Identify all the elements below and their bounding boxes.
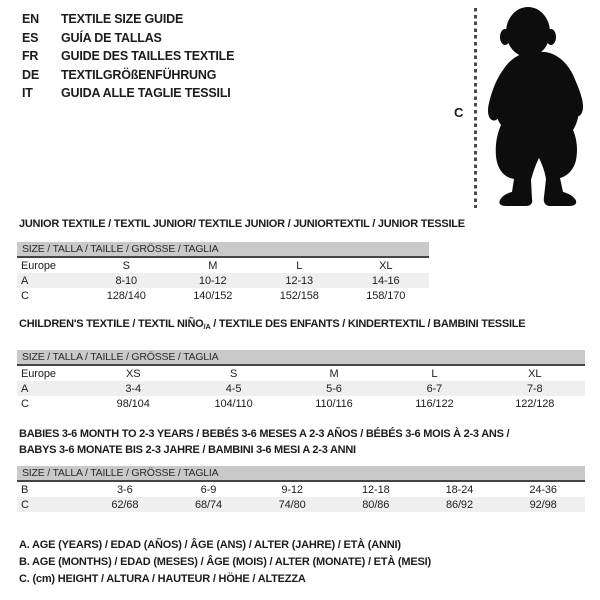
size-cell: 68/74: [194, 498, 222, 511]
size-cell: 14-16: [371, 274, 400, 287]
heading-part: / TEXTILE DES ENFANTS / KINDERTEXTIL / B…: [210, 318, 526, 330]
size-table: Europe XS S M L XL A 3-4 4-5 5-6 6-7 7-8 C 98/104 104/…: [17, 366, 585, 411]
language-row: FR GUIDE DES TAILLES TEXTILE: [22, 47, 234, 66]
row-label: C: [21, 498, 29, 511]
size-cell: XS: [125, 367, 141, 380]
language-title: GUÍA DE TALLAS: [61, 30, 162, 45]
size-cell: 74/80: [278, 498, 306, 511]
table-row: A 8-10 10-12 12-13 14-16: [17, 273, 429, 288]
size-cell: 5-6: [326, 382, 342, 395]
size-cell: L: [431, 367, 438, 380]
size-header-bar: SIZE / TALLA / TAILLE / GRÖSSE / TAGLIA: [17, 466, 585, 482]
section-heading: JUNIOR TEXTILE / TEXTIL JUNIOR/ TEXTILE …: [19, 218, 465, 230]
language-code: FR: [22, 49, 39, 63]
size-cell: M: [208, 259, 218, 272]
size-cell: 62/68: [111, 498, 139, 511]
language-code: EN: [22, 12, 39, 26]
size-cell: 9-12: [281, 483, 303, 496]
size-cell: 7-8: [526, 382, 543, 395]
size-table: B 3-6 6-9 9-12 12-18 18-24 24-36 C 62/68 68/74 74/…: [17, 482, 585, 512]
size-cell: 116/122: [415, 397, 454, 410]
size-cell: 10-12: [198, 274, 227, 287]
size-cell: L: [296, 259, 303, 272]
row-label: B: [21, 483, 29, 496]
row-label: A: [21, 274, 29, 287]
size-header-bar: SIZE / TALLA / TAILLE / GRÖSSE / TAGLIA: [17, 350, 585, 366]
heading-part: CHILDREN'S TEXTILE / TEXTIL NIÑO: [19, 318, 204, 330]
legend-note-b: B. AGE (MONTHS) / EDAD (MESES) / ÂGE (MO…: [19, 556, 431, 568]
size-cell: 12-13: [285, 274, 314, 287]
size-cell: 3-6: [117, 483, 133, 496]
row-label: Europe: [21, 259, 56, 272]
size-cell: M: [329, 367, 339, 380]
table-row: C 128/140 140/152 152/158 158/170: [17, 288, 429, 303]
legend-notes: A. AGE (YEARS) / EDAD (AÑOS) / ÂGE (ANS)…: [19, 537, 431, 588]
height-measure-dashed-line: [474, 8, 477, 208]
baby-silhouette: [488, 7, 583, 206]
size-cell: 80/86: [362, 498, 390, 511]
size-cell: 158/170: [366, 289, 406, 302]
legend-note-a: A. AGE (YEARS) / EDAD (AÑOS) / ÂGE (ANS)…: [19, 539, 401, 551]
legend-note-c: C. (cm) HEIGHT / ALTURA / HAUTEUR / HÖHE…: [19, 573, 306, 585]
size-cell: 104/110: [214, 397, 253, 410]
heading-line: BABYS 3-6 MONATE BIS 2-3 JAHRE / BAMBINI…: [19, 444, 356, 456]
size-table: Europe S M L XL A 8-10 10-12 12-13 14-16 C 128/140 1…: [17, 258, 429, 303]
size-cell: XL: [379, 259, 393, 272]
section-heading: CHILDREN'S TEXTILE / TEXTIL NIÑO/A / TEX…: [19, 316, 585, 335]
language-row: IT GUIDA ALLE TAGLIE TESSILI: [22, 84, 234, 103]
language-title: GUIDE DES TAILLES TEXTILE: [61, 49, 235, 63]
row-label: C: [21, 397, 29, 410]
row-label: A: [21, 382, 29, 395]
language-code: DE: [22, 67, 39, 82]
size-cell: 4-5: [225, 382, 242, 395]
section-junior-textile: JUNIOR TEXTILE / TEXTIL JUNIOR/ TEXTILE …: [17, 216, 465, 303]
heading-subscript: /A: [203, 322, 211, 331]
row-label: Europe: [21, 367, 56, 380]
size-cell: 24-36: [529, 483, 557, 496]
size-cell: 18-24: [445, 483, 474, 496]
size-cell: 110/116: [315, 397, 353, 410]
size-cell: 140/152: [193, 289, 233, 302]
size-cell: 6-9: [200, 483, 217, 496]
table-row: C 62/68 68/74 74/80 80/86 86/92 92/98: [17, 497, 585, 512]
size-header-bar: SIZE / TALLA / TAILLE / GRÖSSE / TAGLIA: [17, 242, 429, 258]
table-row: Europe XS S M L XL: [17, 366, 585, 381]
section-babies-textile: BABIES 3-6 MONTH TO 2-3 YEARS / BEBÉS 3-…: [17, 426, 585, 512]
table-row: B 3-6 6-9 9-12 12-18 18-24 24-36: [17, 482, 585, 497]
language-title: TEXTILGRÖßENFÜHRUNG: [61, 67, 217, 82]
size-cell: 98/104: [116, 397, 150, 410]
language-title: TEXTILE SIZE GUIDE: [61, 12, 184, 26]
size-cell: 86/92: [445, 498, 473, 511]
language-code: ES: [22, 30, 39, 45]
language-list: EN TEXTILE SIZE GUIDE ES GUÍA DE TALLAS …: [22, 10, 234, 103]
language-title: GUIDA ALLE TAGLIE TESSILI: [61, 86, 231, 100]
language-code: IT: [22, 86, 33, 100]
size-cell: 92/98: [529, 498, 557, 511]
size-cell: XL: [528, 367, 542, 380]
size-cell: 122/128: [515, 397, 555, 410]
section-heading: BABIES 3-6 MONTH TO 2-3 YEARS / BEBÉS 3-…: [19, 426, 585, 458]
language-row: ES GUÍA DE TALLAS: [22, 29, 234, 48]
table-row: C 98/104 104/110 110/116 116/122 122/128: [17, 396, 585, 411]
height-measure-label: C: [454, 105, 464, 120]
size-cell: 6-7: [426, 382, 443, 395]
size-cell: S: [122, 259, 130, 272]
heading-line: BABIES 3-6 MONTH TO 2-3 YEARS / BEBÉS 3-…: [19, 428, 510, 440]
table-row: A 3-4 4-5 5-6 6-7 7-8: [17, 381, 585, 396]
section-children-textile: CHILDREN'S TEXTILE / TEXTIL NIÑO/A / TEX…: [17, 316, 585, 411]
size-cell: 8-10: [115, 274, 138, 287]
size-cell: S: [229, 367, 238, 380]
language-row: DE TEXTILGRÖßENFÜHRUNG: [22, 66, 234, 85]
size-cell: 3-4: [125, 382, 141, 395]
size-cell: 12-18: [361, 483, 390, 496]
row-label: C: [21, 289, 29, 302]
language-row: EN TEXTILE SIZE GUIDE: [22, 10, 234, 29]
size-cell: 128/140: [106, 289, 146, 302]
table-row: Europe S M L XL: [17, 258, 429, 273]
size-cell: 152/158: [279, 289, 319, 302]
